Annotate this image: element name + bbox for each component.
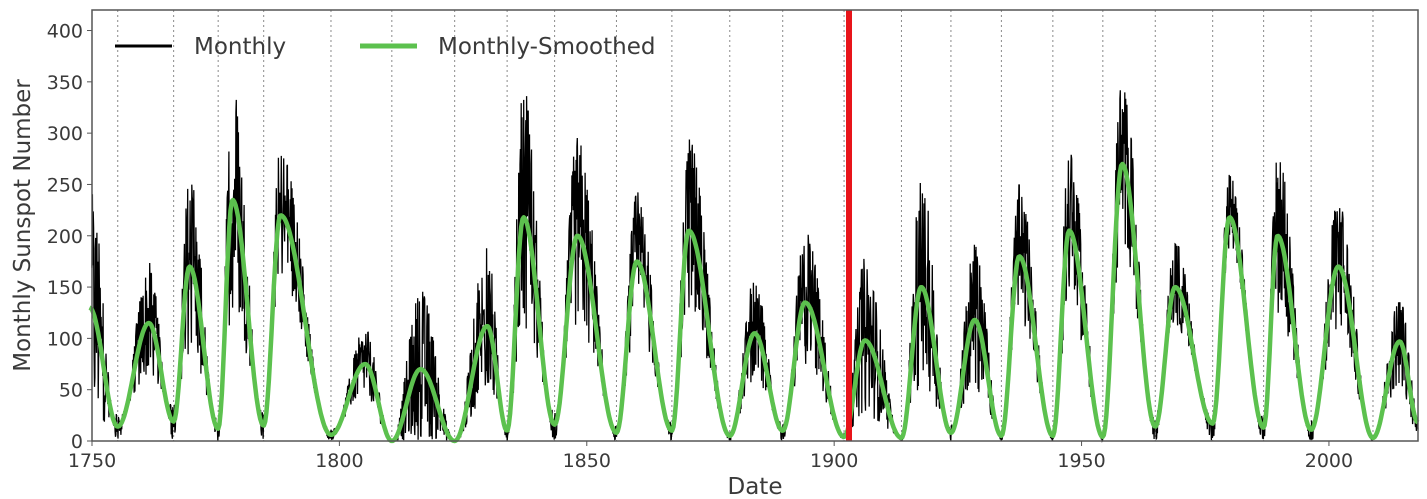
vertical-grid-lines — [117, 10, 1374, 441]
y-tick-label: 50 — [59, 380, 83, 402]
legend: Monthly Monthly-Smoothed — [115, 34, 655, 60]
y-axis-label: Monthly Sunspot Number — [10, 79, 36, 372]
x-tick-label: 1800 — [315, 450, 363, 472]
x-tick-label: 1850 — [563, 450, 611, 472]
y-tick-label: 300 — [47, 123, 83, 145]
legend-label-monthly: Monthly — [194, 34, 286, 60]
y-tick-label: 350 — [47, 72, 83, 94]
monthly-smoothed-line — [88, 161, 1420, 444]
y-tick-label: 200 — [47, 226, 83, 248]
monthly-smoothed-series — [88, 161, 1420, 444]
x-tick-label: 1750 — [68, 450, 116, 472]
y-tick-label: 400 — [47, 21, 83, 43]
x-tick-label: 1950 — [1057, 450, 1105, 472]
y-tick-label: 150 — [47, 277, 83, 299]
y-axis-ticks: 0 50 100 150 200 250 300 350 400 — [47, 21, 92, 453]
x-axis-ticks: 1750 1800 1850 1900 1950 2000 — [68, 441, 1353, 472]
y-tick-label: 250 — [47, 174, 83, 196]
x-tick-label: 2000 — [1305, 450, 1353, 472]
y-tick-label: 0 — [71, 431, 83, 453]
x-tick-label: 1900 — [810, 450, 858, 472]
y-tick-label: 100 — [47, 328, 83, 350]
legend-label-monthly-smoothed: Monthly-Smoothed — [438, 34, 655, 60]
plot-frame — [91, 9, 1419, 442]
x-axis-label: Date — [728, 474, 783, 499]
